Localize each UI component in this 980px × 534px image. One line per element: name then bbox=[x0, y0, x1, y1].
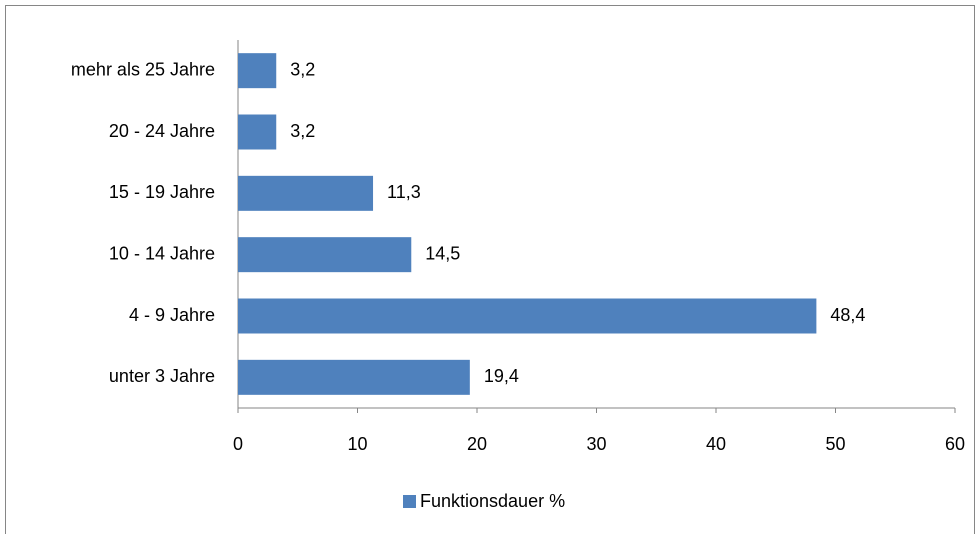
bar bbox=[238, 359, 470, 395]
x-tick-label: 40 bbox=[706, 434, 726, 454]
x-tick-label: 30 bbox=[586, 434, 606, 454]
x-tick-label: 10 bbox=[347, 434, 367, 454]
legend-label: Funktionsdauer % bbox=[420, 491, 565, 511]
y-tick-label: 4 - 9 Jahre bbox=[129, 305, 215, 325]
data-label: 14,5 bbox=[425, 243, 460, 263]
y-tick-label: unter 3 Jahre bbox=[109, 366, 215, 386]
x-tick-label: 60 bbox=[945, 434, 965, 454]
bar bbox=[238, 237, 412, 273]
y-tick-label: mehr als 25 Jahre bbox=[71, 59, 215, 79]
data-label: 48,4 bbox=[830, 305, 865, 325]
bar bbox=[238, 175, 374, 211]
x-tick-label: 0 bbox=[233, 434, 243, 454]
data-label: 11,3 bbox=[387, 182, 421, 202]
data-label: 3,2 bbox=[290, 121, 315, 141]
legend-swatch bbox=[403, 495, 416, 508]
x-tick-label: 50 bbox=[825, 434, 845, 454]
bar bbox=[238, 298, 817, 334]
data-label: 19,4 bbox=[484, 366, 519, 386]
y-tick-label: 15 - 19 Jahre bbox=[109, 182, 215, 202]
bar bbox=[238, 114, 277, 150]
chart-border bbox=[5, 5, 975, 534]
y-tick-label: 10 - 14 Jahre bbox=[109, 243, 215, 263]
x-tick-label: 20 bbox=[467, 434, 487, 454]
y-tick-label: 20 - 24 Jahre bbox=[109, 121, 215, 141]
data-label: 3,2 bbox=[290, 59, 315, 79]
bar bbox=[238, 53, 277, 89]
